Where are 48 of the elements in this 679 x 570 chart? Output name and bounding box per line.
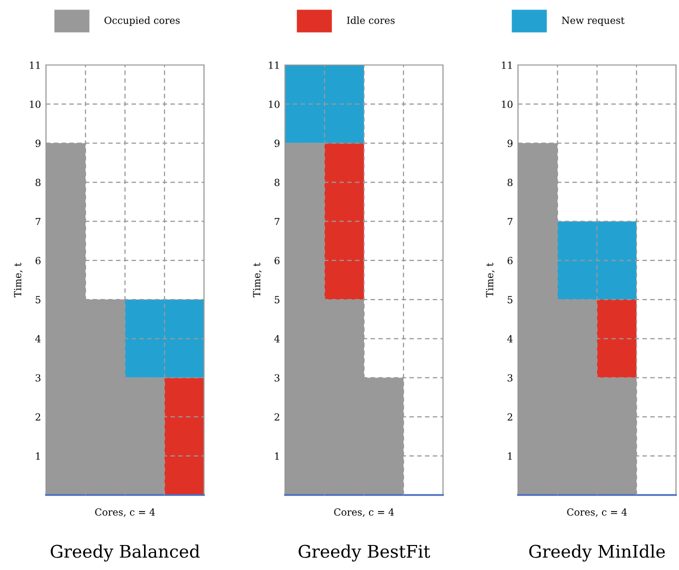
y-tick-label: 7 (508, 218, 512, 226)
y-tick-label: 9 (508, 140, 512, 148)
y-tick-label: 2 (508, 413, 512, 421)
y-tick-label: 1 (36, 452, 40, 460)
y-tick-label: 6 (36, 256, 41, 264)
legend-label: Idle cores (346, 16, 395, 24)
x-axis-title: Cores, c = 4 (567, 508, 627, 517)
y-tick-label: 7 (36, 218, 40, 226)
y-axis-title: Time, t (14, 262, 23, 298)
y-tick-label: 10 (30, 100, 40, 108)
y-tick-label: 2 (36, 413, 40, 421)
y-tick-label: 11 (30, 61, 40, 69)
y-tick-label: 4 (35, 335, 41, 342)
y-tick-label: 4 (507, 335, 513, 342)
y-tick-label: 3 (274, 374, 280, 382)
y-tick-label: 3 (36, 374, 40, 382)
text: Greedy BestFit (298, 544, 430, 562)
y-tick-label: 5 (508, 296, 512, 304)
y-axis-title: Time, t (253, 262, 262, 298)
y-tick-label: 6 (274, 256, 280, 264)
y-tick-label: 10 (268, 100, 280, 108)
y-tick-label: 6 (508, 256, 513, 264)
bar (597, 300, 636, 378)
y-tick-label: 1 (508, 452, 512, 460)
y-tick-label: 8 (274, 178, 280, 186)
y-tick-label: 1 (275, 452, 279, 460)
x-axis-title: Cores, c = 4 (334, 508, 394, 517)
y-tick-label: 7 (274, 218, 280, 226)
text: Greedy Balanced (50, 544, 200, 562)
y-tick-label: 9 (36, 140, 40, 148)
bar (164, 378, 204, 495)
y-tick-label: 9 (274, 140, 280, 148)
y-tick-label: 8 (36, 178, 40, 186)
y-axis-title: Time, t (486, 262, 495, 298)
legend-label: New request (562, 16, 625, 26)
y-tick-label: 11 (268, 61, 279, 69)
y-tick-label: 8 (508, 178, 512, 186)
y-tick-label: 5 (274, 296, 280, 304)
y-tick-label: 2 (274, 413, 280, 421)
text: Greedy MinIdle (529, 544, 665, 562)
y-tick-label: 11 (502, 61, 512, 69)
y-tick-label: 4 (274, 335, 280, 342)
y-tick-label: 5 (36, 296, 40, 304)
y-tick-label: 3 (508, 374, 512, 382)
y-tick-label: 10 (502, 100, 512, 108)
bar (324, 143, 364, 300)
x-axis-title: Cores, c = 4 (95, 508, 155, 517)
legend-label: Occupied cores (104, 16, 180, 26)
